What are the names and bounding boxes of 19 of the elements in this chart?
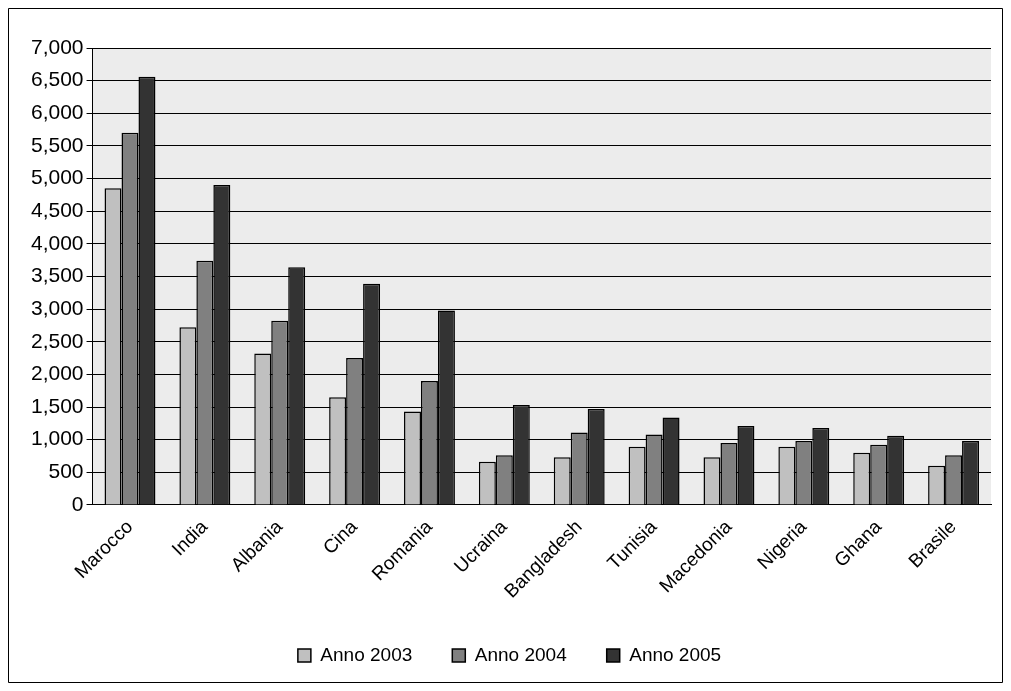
y-tick-label: 3,000 <box>30 295 84 319</box>
y-tick-label: 2,000 <box>30 361 84 385</box>
y-tick-label: 7,000 <box>30 34 84 58</box>
y-tick-label: 1,500 <box>30 393 84 417</box>
y-tick-label: 0 <box>71 491 84 515</box>
y-tick-label: 5,500 <box>30 132 84 156</box>
y-tick-label: 2,500 <box>30 328 84 352</box>
y-tick-label: 6,000 <box>30 100 84 124</box>
legend-label: Anno 2005 <box>629 643 722 665</box>
y-tick-label: 4,500 <box>30 197 84 221</box>
legend-label: Anno 2004 <box>474 643 568 665</box>
x-tick-label: Cina <box>318 515 362 559</box>
y-tick-label: 4,000 <box>30 230 84 254</box>
y-tick-label: 3,500 <box>30 263 84 287</box>
legend-label: Anno 2003 <box>320 643 413 665</box>
y-tick-label: 6,500 <box>30 67 84 91</box>
y-tick-label: 5,000 <box>30 165 84 189</box>
y-tick-label: 1,000 <box>30 426 84 450</box>
y-tick-label: 500 <box>48 459 84 483</box>
